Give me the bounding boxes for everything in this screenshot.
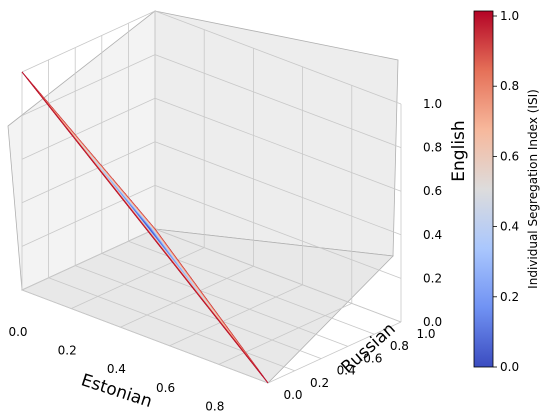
grid-line xyxy=(21,185,156,247)
z-tick-label: 0.6 xyxy=(423,184,442,198)
x-tick-label: 0.2 xyxy=(58,344,77,358)
grid-line xyxy=(154,141,402,236)
z-tick-label: 0.4 xyxy=(423,228,442,242)
grid-line xyxy=(71,247,205,309)
grid-line xyxy=(21,54,156,116)
z-tick-label: 0.8 xyxy=(423,141,442,155)
y-tick-label: 0.2 xyxy=(310,376,329,390)
y-tick-label: 1.0 xyxy=(416,327,435,341)
surface-patch xyxy=(256,368,269,384)
colorbar-tick-label: 0.0 xyxy=(500,360,519,374)
colorbar: 0.0 0.2 0.4 0.6 0.8 1.0 Individual Segregatio… xyxy=(473,9,540,374)
z-tick-labels: 0.0 0.2 0.4 0.6 0.8 1.0 xyxy=(423,97,442,329)
y-tick-label: 0.8 xyxy=(390,339,409,353)
grid-line xyxy=(21,97,156,160)
colorbar-tick-label: 0.2 xyxy=(500,290,519,304)
x-tick-label: 0.6 xyxy=(156,381,175,395)
grid-line xyxy=(154,228,402,323)
grid-line xyxy=(120,265,254,328)
back-right-pane xyxy=(154,10,399,257)
y-tick-label: 0.4 xyxy=(337,364,356,378)
z-axis-label: English xyxy=(449,120,469,181)
colorbar-label: Individual Segregation Index (ISI) xyxy=(526,89,540,289)
colorbar-tick-label: 0.6 xyxy=(500,149,519,163)
colorbar-tick-label: 0.4 xyxy=(500,220,519,234)
grid-line xyxy=(75,265,322,359)
z-tick-label: 0.2 xyxy=(423,271,442,285)
y-tick-label: 0.6 xyxy=(363,351,382,365)
x-tick-label: 0.4 xyxy=(107,362,126,376)
grid-line xyxy=(21,289,269,384)
x-tick-label: 0.0 xyxy=(8,325,27,339)
x-tick-labels: 0.00.20.40.60.81.0 xyxy=(8,325,224,413)
colorbar-tick-label: 1.0 xyxy=(500,9,519,23)
grid-lines xyxy=(21,10,402,384)
grid-line xyxy=(154,185,402,279)
isi-surface xyxy=(21,71,269,384)
grid-line xyxy=(21,141,156,204)
grid-line xyxy=(169,284,303,347)
grid-line xyxy=(154,10,402,105)
grid-line xyxy=(267,321,402,384)
z-tick-label: 1.0 xyxy=(423,97,442,111)
colorbar-ticks: 0.0 0.2 0.4 0.6 0.8 1.0 xyxy=(493,9,519,374)
grid-line xyxy=(101,253,348,347)
grid-line xyxy=(218,303,352,365)
y-tick-label: 0.0 xyxy=(283,388,302,402)
grid-line xyxy=(48,277,295,372)
x-tick-label: 0.8 xyxy=(205,399,224,413)
colorbar-gradient xyxy=(473,10,494,368)
z-tick-label: 0.0 xyxy=(423,315,442,329)
grid-line xyxy=(154,97,402,192)
grid-line xyxy=(21,228,156,291)
grid-line xyxy=(154,54,402,148)
colorbar-tick-label: 0.8 xyxy=(500,79,519,93)
x-axis-label: Estonian xyxy=(79,370,155,412)
y-tick-labels: 0.0 0.2 0.4 0.6 0.8 1.0 xyxy=(283,327,435,402)
axes-3d xyxy=(7,10,402,384)
grid-line xyxy=(21,10,156,73)
